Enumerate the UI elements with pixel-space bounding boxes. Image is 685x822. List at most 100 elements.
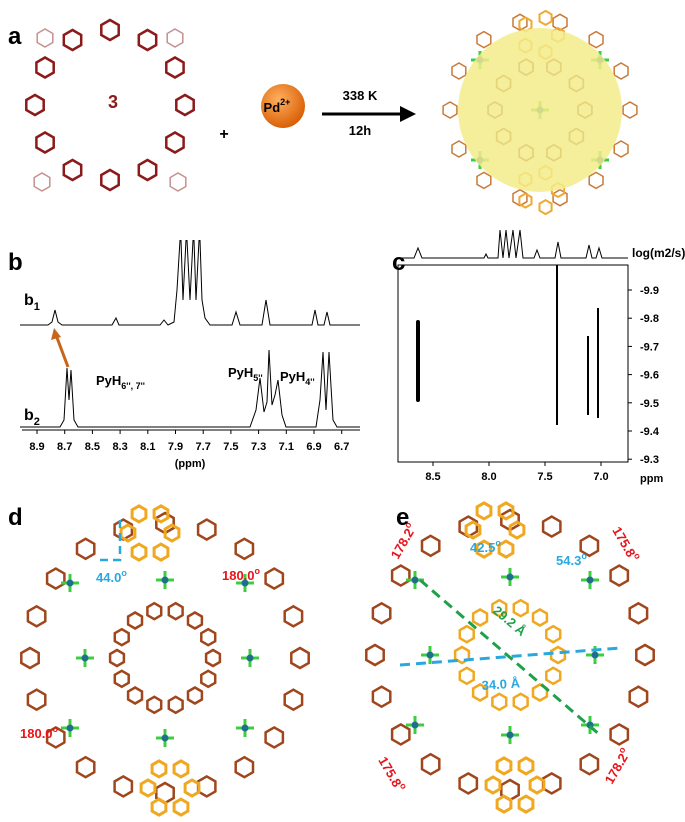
panel-label: b xyxy=(8,249,23,276)
ring xyxy=(420,752,441,776)
x-tick-label: 7.9 xyxy=(168,441,183,453)
ring xyxy=(371,601,392,625)
ring xyxy=(130,542,148,562)
spectrum-b2 xyxy=(20,349,360,428)
ring xyxy=(365,643,385,667)
ring xyxy=(183,778,201,798)
peak-label: PyH4'' xyxy=(280,369,315,387)
metal-center xyxy=(66,579,74,587)
y-tick-label: -9.8 xyxy=(640,313,659,325)
ring xyxy=(20,646,40,670)
metal-center xyxy=(66,724,74,732)
metal-center xyxy=(241,724,249,732)
ring xyxy=(137,28,158,52)
trace-label: b1 xyxy=(24,292,40,313)
ring xyxy=(545,666,562,686)
ring xyxy=(169,172,187,192)
ring xyxy=(166,28,184,48)
ring xyxy=(113,627,130,647)
ring xyxy=(175,93,195,117)
angle-value: 178.2 xyxy=(388,526,417,562)
ring xyxy=(264,567,285,591)
ring xyxy=(200,669,217,689)
angle-unit: o xyxy=(398,781,410,791)
x-tick-label: 6.7 xyxy=(334,441,349,453)
metal-center xyxy=(506,573,514,581)
distance-label: 29.2 Å xyxy=(490,603,529,640)
ring xyxy=(451,62,467,80)
reagent-charge: 2+ xyxy=(280,97,290,107)
angle-value: 44.0 xyxy=(96,570,121,585)
ring xyxy=(126,686,144,705)
x-axis-label: (ppm) xyxy=(175,458,206,470)
peak-label: PyH5'' xyxy=(228,365,263,383)
reagent-symbol: Pd xyxy=(264,100,281,115)
angle-value: 178.2 xyxy=(602,751,631,787)
angle-value: 54.3 xyxy=(556,553,581,568)
angle-unit: o xyxy=(121,568,127,578)
ring xyxy=(130,504,148,524)
x-tick-label: 7.5 xyxy=(537,471,552,483)
ring xyxy=(588,171,604,190)
metal-center xyxy=(506,731,514,739)
y-tick-label: -9.4 xyxy=(640,426,660,438)
ring xyxy=(62,28,83,52)
peak-label: PyH6'', 7'' xyxy=(96,373,145,391)
ring xyxy=(26,688,47,712)
ring xyxy=(471,683,489,702)
ring xyxy=(609,722,630,746)
y-tick-label: -9.6 xyxy=(640,370,659,382)
ring xyxy=(45,567,66,591)
ring xyxy=(622,101,638,119)
panel-label: d xyxy=(8,504,23,531)
trace-label-text: b xyxy=(24,292,34,309)
ring xyxy=(495,756,513,776)
ring xyxy=(579,752,600,776)
plus-sign: + xyxy=(219,126,228,143)
peak-label-text: PyH xyxy=(96,373,121,388)
x-tick-label: 8.5 xyxy=(425,471,440,483)
ring xyxy=(172,759,190,779)
ring xyxy=(100,18,120,42)
x-tick-label: 8.3 xyxy=(112,441,127,453)
ring xyxy=(517,794,535,814)
peak-label-text: PyH xyxy=(280,369,305,384)
y-tick-label: -9.9 xyxy=(640,285,659,297)
ring xyxy=(538,198,553,216)
compound-number: 3 xyxy=(108,92,118,112)
ring xyxy=(152,542,170,562)
ring xyxy=(476,171,492,190)
metal-center xyxy=(241,579,249,587)
ring xyxy=(517,756,535,776)
arrow-head xyxy=(400,106,416,122)
ring xyxy=(588,30,604,49)
ring xyxy=(283,688,304,712)
ring xyxy=(100,168,120,192)
ring xyxy=(33,172,51,192)
ring xyxy=(635,643,655,667)
ring xyxy=(475,539,493,559)
peak-label-sub: 4'' xyxy=(305,377,314,387)
x-tick-label: 7.3 xyxy=(251,441,266,453)
ring xyxy=(613,62,629,80)
ring xyxy=(234,755,255,779)
x-tick-labels: 8.9 8.7 8.5 8.3 8.1 7.9 7.7 7.5 7.3 7.1 6.9 6.7 xyxy=(29,430,349,453)
ring xyxy=(491,692,508,712)
x-tick-label: 8.9 xyxy=(29,441,44,453)
ring xyxy=(497,539,515,559)
peak-label-sub: 6'', 7'' xyxy=(121,381,145,391)
ring xyxy=(512,692,529,712)
ring xyxy=(186,611,204,630)
ring xyxy=(165,56,185,79)
ring xyxy=(538,9,553,27)
ring xyxy=(464,520,482,540)
dosy-frame xyxy=(397,264,629,463)
ring xyxy=(458,666,475,686)
ring xyxy=(471,608,489,627)
metal-center xyxy=(161,734,169,742)
y-tick-label: -9.7 xyxy=(640,341,659,353)
ring xyxy=(146,695,163,715)
x-tick-label: 6.9 xyxy=(306,441,321,453)
shift-arrow xyxy=(54,334,70,368)
